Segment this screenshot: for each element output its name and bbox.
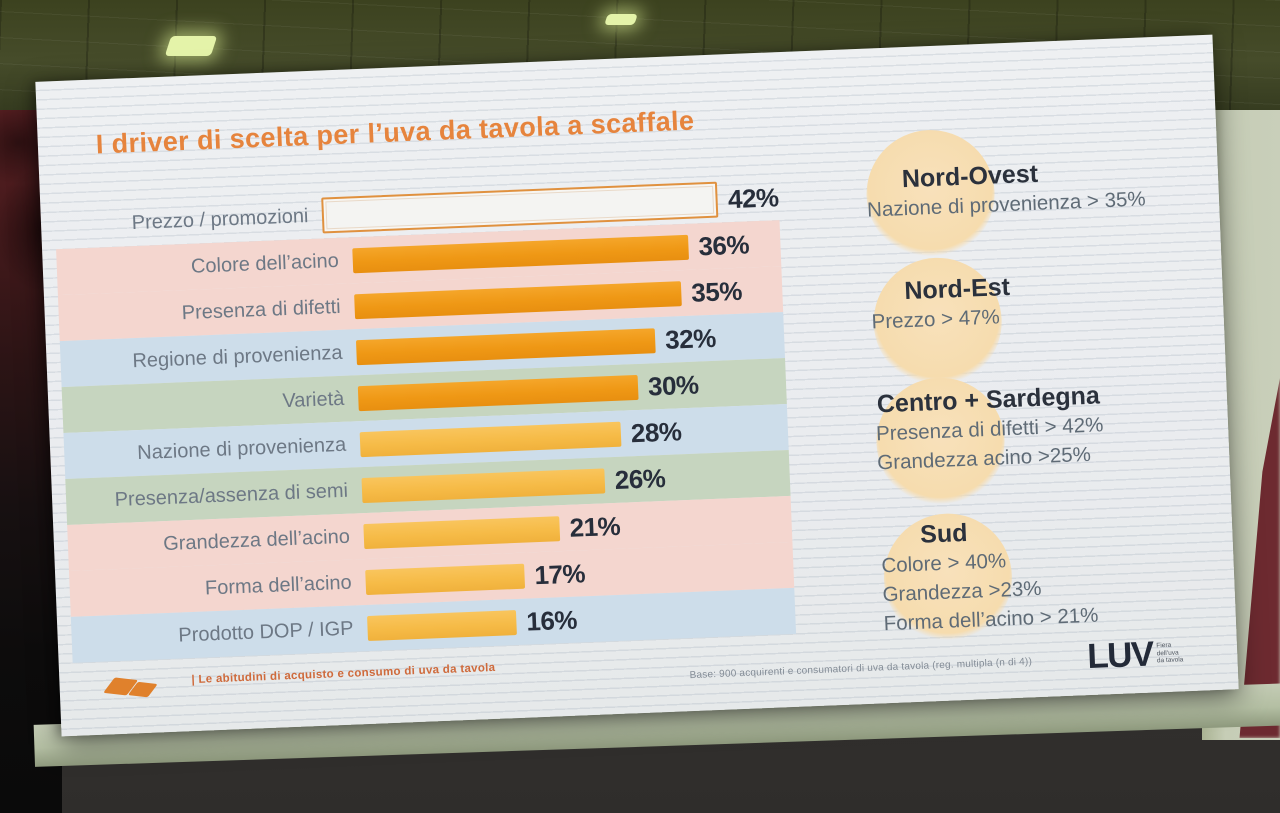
luv-logo: LUV Fiera dell’uva da tavola: [1086, 634, 1184, 677]
bar-category-label: Regione di provenienza: [132, 341, 343, 372]
bar: [361, 467, 606, 503]
bar: [359, 421, 622, 457]
footer-source-note: Base: 900 acquirenti e consumatori di uv…: [689, 656, 1033, 682]
bar-value-label: 28%: [630, 415, 683, 448]
bar-category-label: Varietà: [281, 387, 345, 412]
bar-category-label: Grandezza dell’acino: [162, 525, 351, 555]
bar: [357, 374, 639, 411]
bar-value-label: 16%: [525, 604, 578, 637]
bar: [354, 280, 682, 319]
slide-title: I driver di scelta per l’uva da tavola a…: [95, 105, 695, 160]
bar-area: 16%: [367, 595, 796, 643]
ceiling-light: [604, 14, 638, 25]
led-presentation-screen: I driver di scelta per l’uva da tavola a…: [35, 34, 1239, 737]
bar-value-label: 42%: [727, 181, 780, 214]
bar-value-label: 32%: [664, 322, 717, 355]
region-block: Sud Colore > 40% Grandezza >23% Forma dell’…: [880, 508, 1254, 645]
bar-category-label: Forma dell’acino: [204, 571, 353, 599]
bar-category-label: Presenza/assenza di semi: [114, 479, 349, 511]
region-block: Nord-Ovest Nazione di provenienza > 35%: [864, 127, 1237, 261]
bar: [367, 609, 517, 641]
bar: [355, 327, 656, 365]
bar: [352, 234, 689, 273]
bar-value-label: 21%: [569, 510, 621, 543]
bar-category-label: Prezzo / promozioni: [131, 204, 309, 234]
bar: [365, 563, 526, 595]
luv-logo-subtext: Fiera dell’uva da tavola: [1156, 641, 1184, 665]
bar-category-label: Nazione di provenienza: [136, 433, 347, 464]
bar-value-label: 35%: [690, 275, 743, 308]
luv-logo-word: LUV: [1086, 634, 1154, 677]
region-block: Nord-Est Prezzo > 47%: [870, 255, 1242, 389]
footer-section-note: | Le abitudini di acquisto e consumo di …: [191, 661, 496, 687]
brand-logo-icon: [101, 673, 166, 706]
bar-chart: Prezzo / promozioni 42% Colore dell’acino 3…: [54, 174, 797, 663]
bar-value-label: 30%: [647, 369, 700, 402]
bar-category-label: Colore dell’acino: [190, 249, 340, 278]
bar-category-label: Presenza di difetti: [181, 295, 342, 324]
bar-value-label: 17%: [533, 557, 586, 590]
bar-value-label: 26%: [614, 462, 666, 495]
region-block: Centro + Sardegna Presenza di difetti > 4…: [873, 375, 1247, 509]
bar: [363, 515, 561, 549]
bar-category-label: Prodotto DOP / IGP: [177, 617, 354, 647]
bar-value-label: 36%: [697, 228, 750, 261]
ceiling-light: [164, 36, 218, 56]
